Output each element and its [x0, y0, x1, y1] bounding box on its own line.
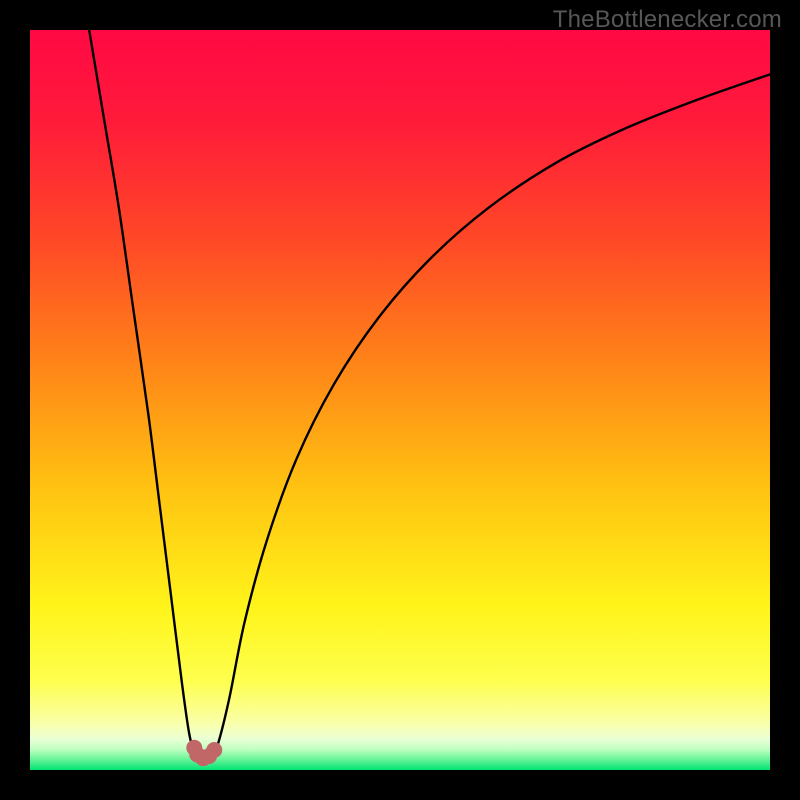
chart-frame: TheBottlenecker.com: [0, 0, 800, 800]
dip-marker: [206, 742, 222, 758]
gradient-background: [30, 30, 770, 770]
plot-area: [30, 30, 770, 770]
plot-svg: [30, 30, 770, 770]
